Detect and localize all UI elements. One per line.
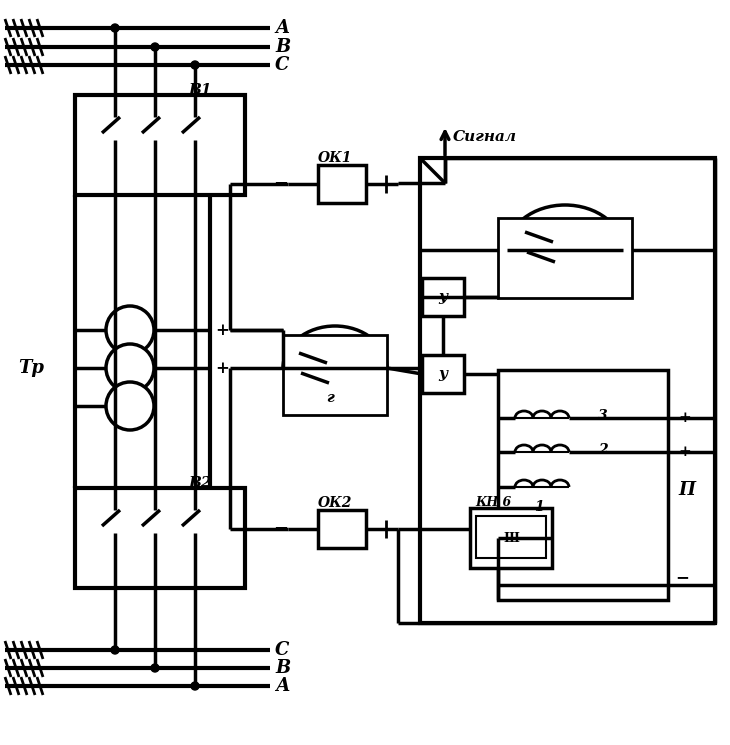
- Bar: [283, 335, 387, 415]
- Circle shape: [106, 306, 154, 354]
- Text: B1: B1: [188, 83, 212, 97]
- Text: 2: 2: [598, 443, 607, 457]
- Text: C: C: [275, 56, 289, 74]
- Text: А: А: [275, 677, 290, 695]
- Circle shape: [111, 646, 119, 654]
- Text: −: −: [273, 520, 288, 538]
- Bar: [498, 370, 668, 600]
- Text: ОК2: ОК2: [318, 496, 353, 510]
- Text: П: П: [678, 481, 695, 499]
- Text: +: +: [215, 322, 229, 338]
- Bar: [318, 510, 366, 548]
- Circle shape: [191, 682, 199, 690]
- Circle shape: [151, 43, 159, 51]
- Text: В: В: [275, 659, 291, 677]
- Text: С: С: [275, 641, 289, 659]
- Text: 1: 1: [534, 500, 544, 514]
- Text: Сигнал: Сигнал: [453, 130, 517, 144]
- Bar: [75, 488, 245, 588]
- Bar: [422, 278, 464, 316]
- Text: у: у: [439, 367, 447, 381]
- Text: Тр: Тр: [18, 359, 44, 377]
- Circle shape: [151, 664, 159, 672]
- Circle shape: [111, 24, 119, 32]
- Text: B2: B2: [188, 476, 212, 490]
- Text: КН 6: КН 6: [475, 495, 511, 509]
- Text: 3: 3: [598, 409, 607, 423]
- Circle shape: [191, 61, 199, 69]
- Bar: [470, 508, 552, 568]
- Bar: [422, 355, 464, 393]
- Text: +: +: [215, 360, 229, 376]
- Bar: [318, 165, 366, 203]
- Circle shape: [106, 382, 154, 430]
- Text: г: г: [326, 391, 334, 405]
- Text: −: −: [675, 569, 689, 586]
- Text: у: у: [439, 290, 447, 304]
- Circle shape: [106, 344, 154, 392]
- Text: ОК1: ОК1: [318, 151, 353, 165]
- Text: +: +: [678, 445, 691, 459]
- Text: −: −: [273, 175, 288, 193]
- Bar: [75, 95, 245, 195]
- Bar: [476, 516, 546, 558]
- Text: +: +: [678, 411, 691, 425]
- Text: B: B: [275, 38, 291, 56]
- Bar: [498, 218, 632, 298]
- Text: Ш: Ш: [503, 531, 519, 545]
- Text: A: A: [275, 19, 289, 37]
- Bar: [420, 158, 715, 623]
